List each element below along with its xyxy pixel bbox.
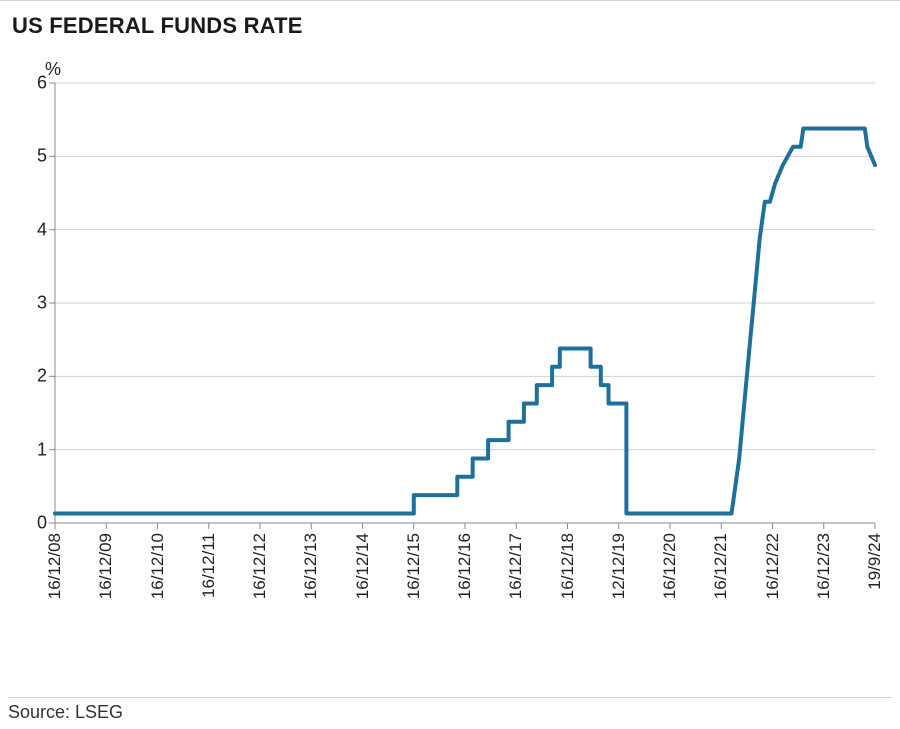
line-chart [0,53,895,533]
y-tick: 4 [25,219,47,240]
y-tick: 1 [25,439,47,460]
x-tick: 16/12/09 [96,533,116,599]
x-tick: 16/12/17 [506,533,526,599]
x-tick: 16/12/18 [558,533,578,599]
x-tick: 16/12/14 [353,533,373,599]
x-tick: 19/9/24 [865,533,885,590]
x-tick: 16/12/08 [45,533,65,599]
chart-title: US FEDERAL FUNDS RATE [12,13,303,39]
x-tick: 16/12/11 [199,533,219,598]
chart-area: % 0123456 16/12/0816/12/0916/12/1016/12/… [0,53,900,653]
x-tick: 16/12/12 [250,533,270,599]
x-tick: 16/12/20 [660,533,680,599]
rate-line [55,129,875,514]
x-tick: 16/12/16 [455,533,475,599]
y-tick: 5 [25,146,47,167]
chart-container: US FEDERAL FUNDS RATE % 0123456 16/12/08… [0,0,900,729]
x-tick: 16/12/23 [814,533,834,599]
x-tick: 12/12/19 [609,533,629,599]
x-tick: 16/12/15 [404,533,424,599]
y-tick: 2 [25,366,47,387]
y-tick: 6 [25,73,47,94]
source-label: Source: LSEG [8,697,892,723]
x-tick: 16/12/21 [711,533,731,599]
y-tick: 0 [25,513,47,534]
y-tick: 3 [25,293,47,314]
x-tick: 16/12/10 [148,533,168,599]
x-tick: 16/12/22 [763,533,783,599]
x-tick: 16/12/13 [301,533,321,599]
